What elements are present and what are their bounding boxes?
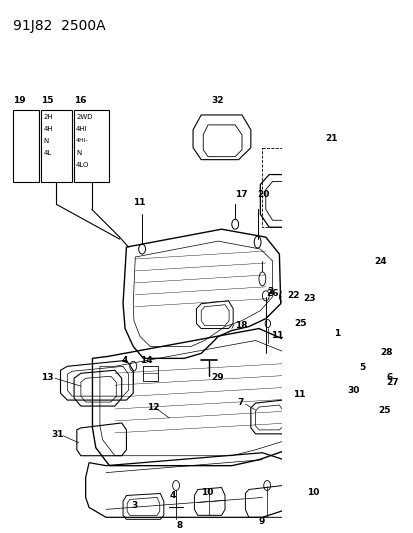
Text: 6: 6 — [386, 373, 392, 382]
Text: 4: 4 — [121, 357, 128, 365]
Text: 10: 10 — [201, 488, 213, 497]
Text: 13: 13 — [41, 373, 54, 382]
Bar — [13, 110, 39, 182]
Text: 8: 8 — [176, 521, 182, 530]
Bar — [74, 110, 109, 182]
Text: 9: 9 — [259, 518, 265, 526]
Text: 19: 19 — [13, 96, 26, 105]
Text: 15: 15 — [41, 96, 54, 105]
Text: N: N — [76, 150, 81, 156]
Text: 2: 2 — [266, 287, 273, 296]
Text: 4H: 4H — [43, 126, 53, 132]
Text: 31: 31 — [52, 430, 64, 439]
Bar — [262, 148, 377, 227]
Text: 24: 24 — [374, 257, 386, 266]
Text: 23: 23 — [302, 294, 315, 303]
Text: 32: 32 — [211, 96, 223, 105]
Text: 11: 11 — [271, 330, 283, 340]
Text: 28: 28 — [379, 349, 392, 358]
Text: 11: 11 — [133, 198, 145, 207]
Text: 29: 29 — [211, 373, 223, 382]
Text: 91J82  2500A: 91J82 2500A — [13, 19, 105, 33]
Text: 25: 25 — [378, 406, 390, 415]
Text: 5: 5 — [359, 364, 365, 373]
Bar — [143, 366, 158, 381]
Text: 2H: 2H — [43, 114, 53, 120]
Text: 2WD: 2WD — [76, 114, 93, 120]
Text: 12: 12 — [147, 403, 159, 412]
Text: N: N — [43, 138, 49, 144]
Text: 4: 4 — [169, 491, 175, 500]
Text: 1: 1 — [333, 328, 339, 337]
Text: 4Hi-: 4Hi- — [76, 138, 89, 143]
Text: 26: 26 — [265, 289, 278, 298]
Text: 14: 14 — [140, 357, 152, 365]
Text: 3: 3 — [131, 502, 137, 511]
Text: 11: 11 — [292, 390, 305, 399]
Bar — [41, 110, 72, 182]
Text: 18: 18 — [235, 321, 247, 329]
Text: 4LO: 4LO — [76, 161, 89, 168]
Text: 4HI: 4HI — [76, 126, 88, 132]
Text: 4L: 4L — [43, 150, 52, 156]
Text: 22: 22 — [287, 291, 299, 300]
Text: 7: 7 — [237, 398, 243, 407]
Text: 10: 10 — [306, 488, 318, 497]
Text: 21: 21 — [325, 134, 337, 143]
Text: 30: 30 — [347, 386, 359, 395]
Text: 27: 27 — [385, 378, 398, 387]
Text: 16: 16 — [74, 96, 86, 105]
Text: 25: 25 — [294, 319, 306, 328]
Text: 20: 20 — [257, 190, 269, 199]
Text: 17: 17 — [235, 190, 247, 199]
